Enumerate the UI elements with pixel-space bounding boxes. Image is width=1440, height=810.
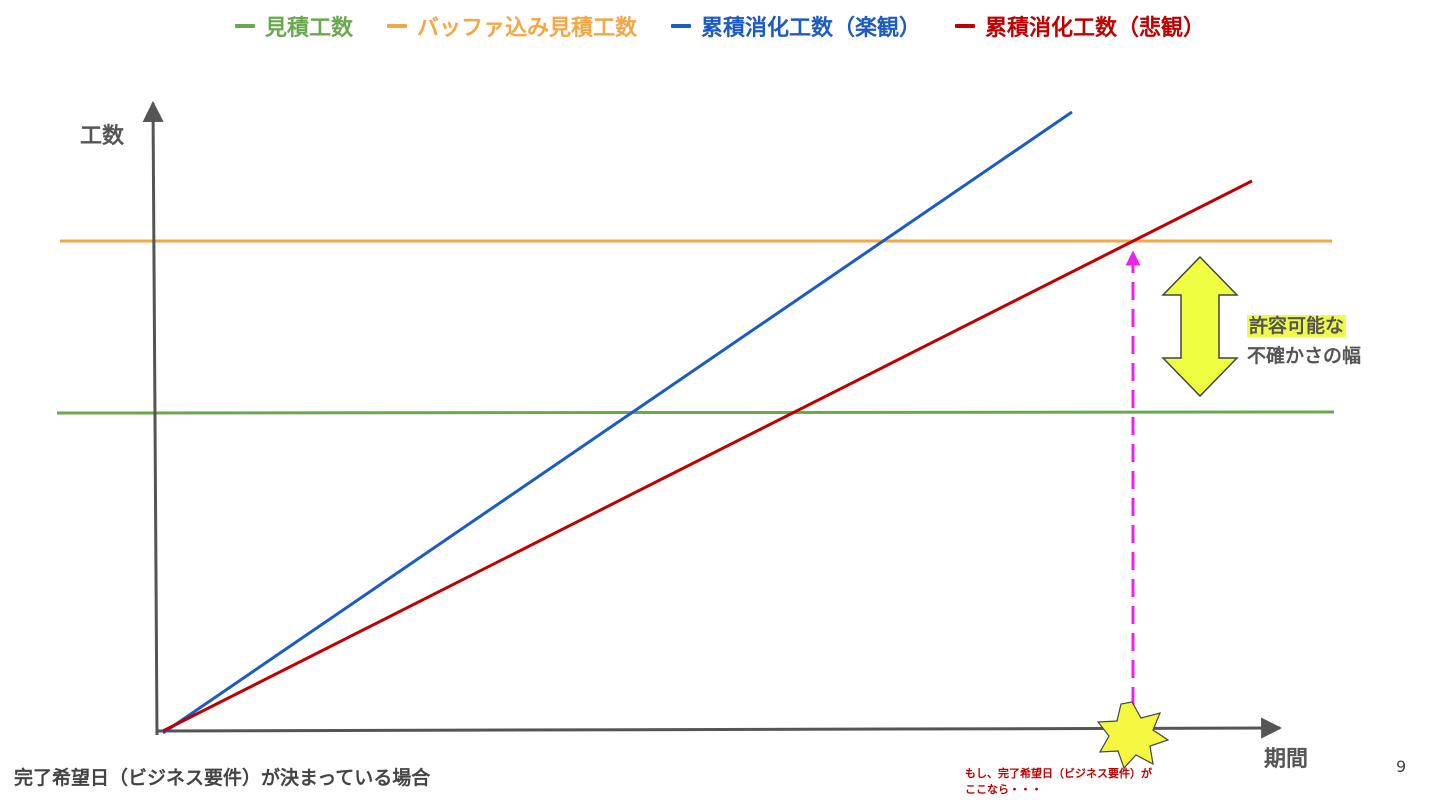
uncertainty-range-label: 許容可能な 不確かさの幅 <box>1247 311 1361 371</box>
legend-swatch-pessimistic <box>955 24 976 28</box>
legend-item-pessimistic: 累積消化工数（悲観） <box>955 10 1205 42</box>
x-axis-label: 期間 <box>1264 747 1309 772</box>
uncertainty-range-label-line2: 不確かさの幅 <box>1247 345 1362 367</box>
optimistic-line <box>162 110 1073 735</box>
y-axis-label: 工数 <box>80 124 125 149</box>
y-axis <box>142 100 164 736</box>
legend-swatch-optimistic <box>671 24 691 28</box>
legend-item-buffered-estimate: バッファ込み見積工数 <box>386 10 637 42</box>
legend-label-optimistic: 累積消化工数（楽観） <box>701 16 922 41</box>
legend-label-estimate: 見積工数 <box>264 16 353 41</box>
legend-label-buffered-estimate: バッファ込み見積工数 <box>416 16 637 41</box>
legend-item-estimate: 見積工数 <box>234 10 353 42</box>
legend-swatch-buffered-estimate <box>386 24 407 28</box>
estimate-line <box>56 410 1335 415</box>
deadline-note: もし、完了希望日（ビジネス要件）が ここなら・・・ <box>965 766 1152 798</box>
x-axis <box>156 717 1283 739</box>
deadline-note-line1: もし、完了希望日（ビジネス要件）が <box>965 767 1152 780</box>
page-number: 9 <box>1396 757 1407 776</box>
legend-item-optimistic: 累積消化工数（楽観） <box>671 10 921 42</box>
uncertainty-range-arrow <box>1161 255 1239 398</box>
deadline-star-marker <box>1096 701 1170 770</box>
legend-swatch-estimate <box>234 24 255 28</box>
legend-label-pessimistic: 累積消化工数（悲観） <box>985 16 1206 41</box>
pessimistic-line <box>162 179 1253 733</box>
deadline-note-line2: ここなら・・・ <box>965 783 1042 796</box>
slide-caption: 完了希望日（ビジネス要件）が決まっている場合 <box>14 767 431 789</box>
uncertainty-range-label-line1: 許容可能な <box>1247 315 1347 337</box>
legend: 見積工数 バッファ込み見積工数 累積消化工数（楽観） 累積消化工数（悲観） <box>0 10 1440 42</box>
